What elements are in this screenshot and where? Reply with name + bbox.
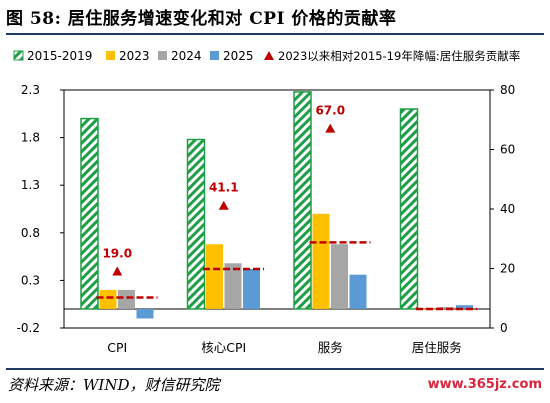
bar xyxy=(186,138,206,310)
category-label: CPI xyxy=(107,340,127,355)
bar xyxy=(399,108,419,310)
legend-label: 2024 xyxy=(171,49,202,63)
bar xyxy=(312,213,330,309)
bar xyxy=(80,117,99,310)
legend-triangle-icon xyxy=(264,51,274,60)
category-label: 核心CPI xyxy=(201,340,246,355)
legend: 2015-2019 2023 2024 2025 2023以来相对2015-19年降幅:… xyxy=(13,49,520,63)
bar xyxy=(331,244,348,309)
bar xyxy=(224,263,242,309)
bar xyxy=(293,91,312,310)
chart: 2015-2019 2023 2024 2025 2023以来相对2015-19年降幅:… xyxy=(13,49,520,355)
watermark-text: www.365jz.com xyxy=(427,377,542,392)
legend-label: 2023 xyxy=(119,49,150,63)
bar xyxy=(349,274,367,309)
legend-swatch xyxy=(106,51,115,60)
contribution-point xyxy=(325,123,336,133)
bar xyxy=(456,305,473,309)
bottom-rule xyxy=(6,368,544,370)
category-label: 服务 xyxy=(318,340,343,355)
legend-label: 2025 xyxy=(223,49,254,63)
legend-label: 2023以来相对2015-19年降幅:居住服务贡献率 xyxy=(278,49,520,63)
legend-label: 2015-2019 xyxy=(27,49,92,63)
contribution-point xyxy=(112,266,123,276)
right-tick-label: 40 xyxy=(500,202,515,216)
left-tick-label: 0.3 xyxy=(21,273,40,287)
figure-title: 图 58: 居住服务增速变化和对 CPI 价格的贡献率 xyxy=(6,4,544,30)
legend-swatch xyxy=(210,51,219,60)
chart-marks: 19.0 41.1 67.0 xyxy=(80,91,477,319)
right-tick-label: 60 xyxy=(500,143,515,157)
left-tick-label: 1.3 xyxy=(21,178,40,192)
right-tick-label: 20 xyxy=(500,262,515,276)
data-label: 41.1 xyxy=(209,181,239,195)
bar xyxy=(99,289,117,309)
legend-swatch xyxy=(13,50,24,61)
right-tick-label: 80 xyxy=(500,83,515,97)
bar xyxy=(206,244,223,309)
left-tick-label: 1.8 xyxy=(21,131,40,145)
data-label: 67.0 xyxy=(315,104,345,118)
left-tick-label: 2.3 xyxy=(21,83,40,97)
source-note: 资料来源：WIND，财信研究院 xyxy=(8,376,220,394)
figure-title-text: 居住服务增速变化和对 CPI 价格的贡献率 xyxy=(67,9,397,29)
bar xyxy=(118,289,135,309)
left-tick-label: -0.2 xyxy=(17,321,40,335)
right-tick-label: 0 xyxy=(500,321,508,335)
data-label: 19.0 xyxy=(102,246,132,260)
contribution-point xyxy=(218,200,229,210)
bar xyxy=(243,268,260,309)
category-label: 居住服务 xyxy=(412,340,462,355)
figure-number: 图 58: xyxy=(6,9,62,29)
legend-swatch xyxy=(158,51,167,60)
left-tick-label: 0.8 xyxy=(21,226,40,240)
title-rule xyxy=(6,33,544,35)
bar xyxy=(136,308,154,319)
